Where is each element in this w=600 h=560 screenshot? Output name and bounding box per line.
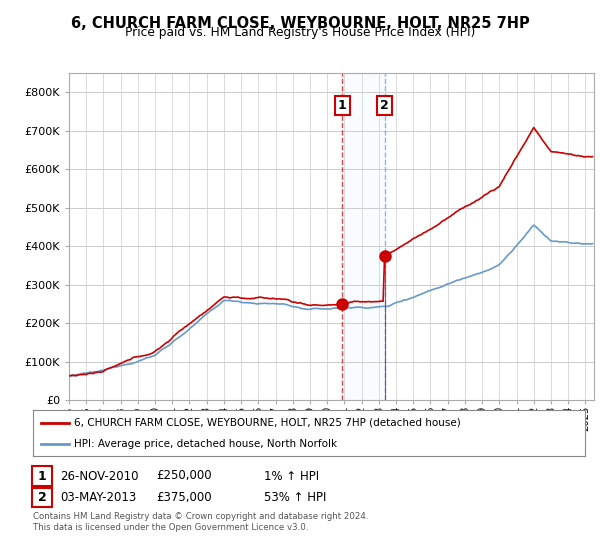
Bar: [342, 73, 385, 400]
Text: Price paid vs. HM Land Registry's House Price Index (HPI): Price paid vs. HM Land Registry's House …: [125, 26, 475, 39]
Text: £375,000: £375,000: [156, 491, 212, 504]
Text: 1: 1: [38, 469, 46, 483]
Text: HPI: Average price, detached house, North Norfolk: HPI: Average price, detached house, Nort…: [74, 439, 338, 449]
Text: 26-NOV-2010: 26-NOV-2010: [60, 469, 139, 483]
Text: 2: 2: [380, 99, 389, 112]
Text: 1% ↑ HPI: 1% ↑ HPI: [264, 469, 319, 483]
Text: 03-MAY-2013: 03-MAY-2013: [60, 491, 136, 504]
Text: 6, CHURCH FARM CLOSE, WEYBOURNE, HOLT, NR25 7HP: 6, CHURCH FARM CLOSE, WEYBOURNE, HOLT, N…: [71, 16, 529, 31]
Text: 6, CHURCH FARM CLOSE, WEYBOURNE, HOLT, NR25 7HP (detached house): 6, CHURCH FARM CLOSE, WEYBOURNE, HOLT, N…: [74, 418, 461, 428]
Text: 2: 2: [38, 491, 46, 504]
Text: £250,000: £250,000: [156, 469, 212, 483]
Text: Contains HM Land Registry data © Crown copyright and database right 2024.
This d: Contains HM Land Registry data © Crown c…: [33, 512, 368, 532]
Text: 53% ↑ HPI: 53% ↑ HPI: [264, 491, 326, 504]
Text: 1: 1: [338, 99, 347, 112]
